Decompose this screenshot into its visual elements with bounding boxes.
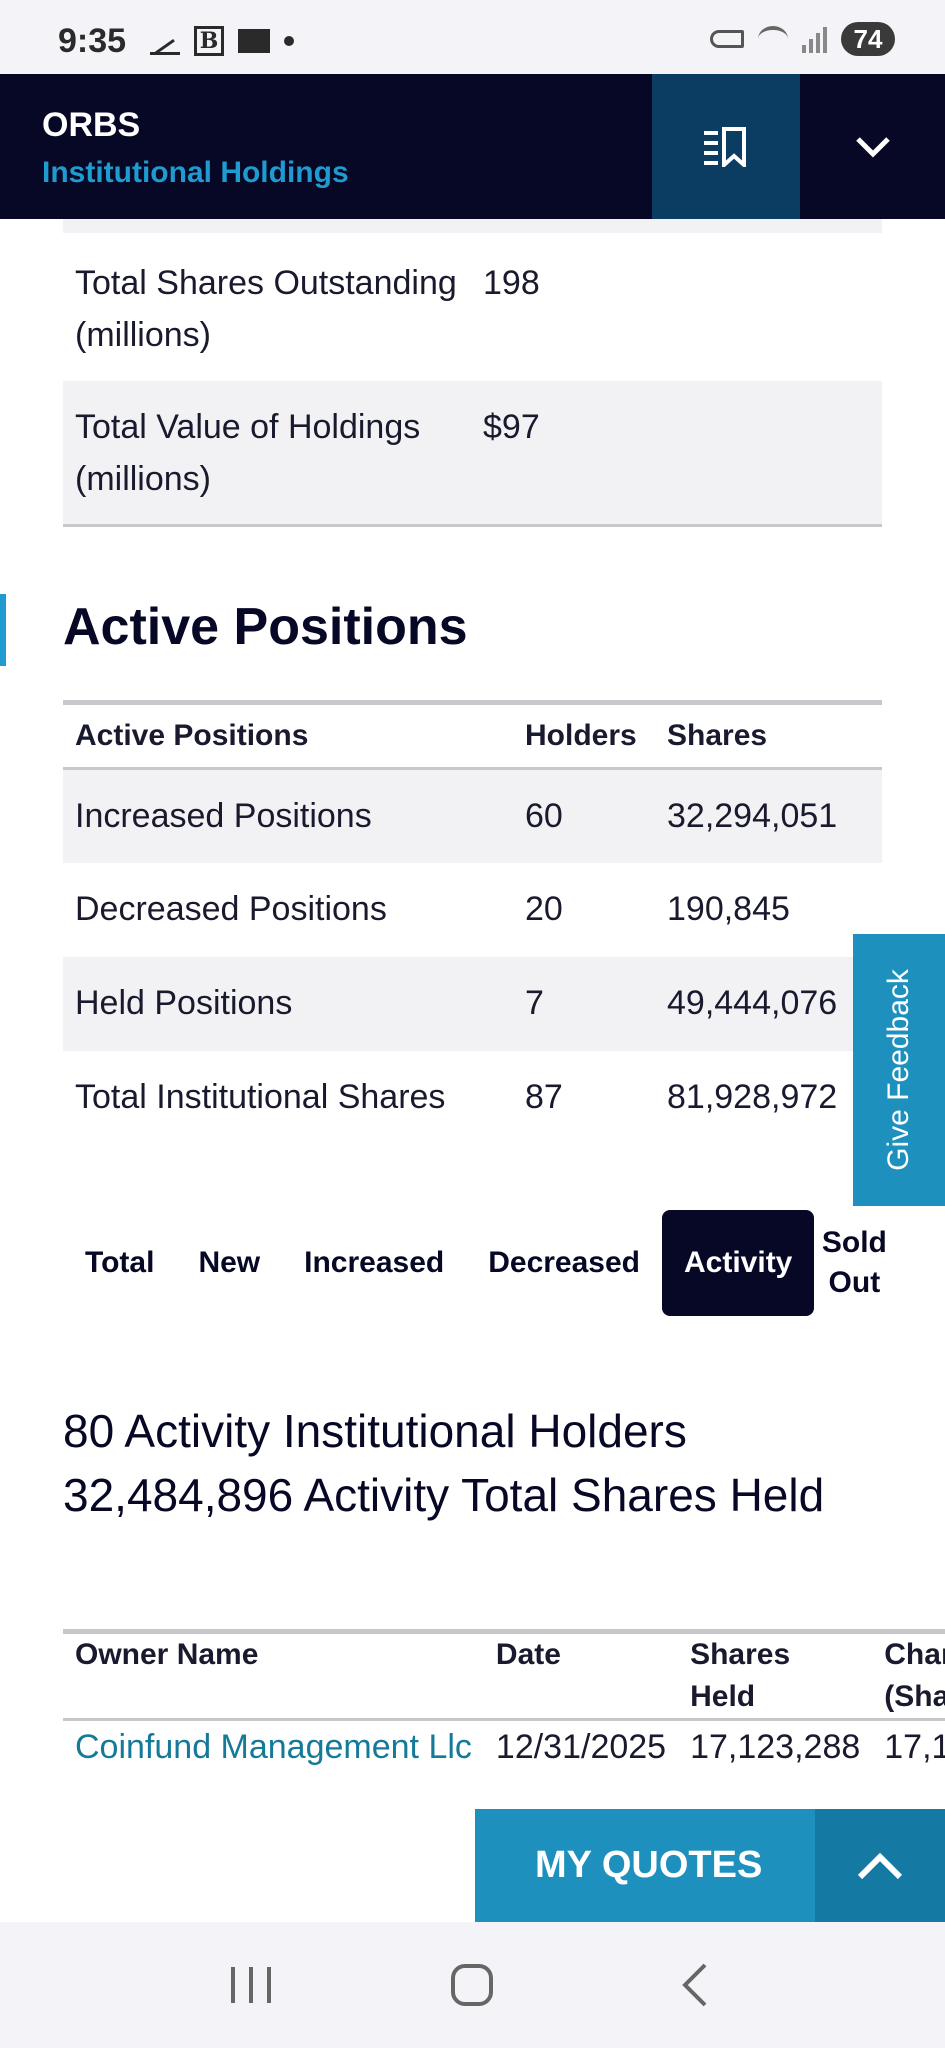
give-feedback-button[interactable]: Give Feedback [853, 934, 945, 1206]
holder-filter-tabs: Total New Increased Decreased Activity S… [63, 1210, 894, 1316]
table-row: Increased Positions 60 32,294,051 [63, 768, 882, 863]
summary-value: $97 [483, 408, 540, 446]
watchlist-bookmark-icon [704, 126, 746, 167]
tab-total[interactable]: Total [85, 1246, 155, 1279]
position-label: Held Positions [63, 956, 513, 1051]
column-header[interactable]: Date [483, 1631, 679, 1721]
position-label: Total Institutional Shares [75, 1078, 446, 1116]
notification-icons: B [150, 26, 294, 56]
back-icon [682, 1963, 707, 2007]
column-header: Holders [513, 702, 655, 770]
battery-indicator: 74 [841, 22, 895, 56]
column-header: Active Positions [63, 702, 513, 770]
position-shares: 49,444,076 [655, 956, 882, 1051]
table-header-row: Owner Name Date Shares Held Change (Shar… [63, 1631, 945, 1721]
position-label: Decreased Positions [75, 890, 387, 928]
app-header: ORBS Institutional Holdings [0, 74, 945, 219]
tab-sold-out[interactable]: Sold Out [821, 1226, 887, 1299]
my-quotes-label: MY QUOTES [535, 1844, 763, 1886]
vpn-key-icon [710, 30, 744, 48]
scroll-content[interactable]: Total Shares Outstanding (millions) 198 … [0, 219, 945, 1921]
feedback-label: Give Feedback [882, 969, 915, 1171]
table-row: Total Institutional Shares 87 81,928,972 [63, 1051, 882, 1145]
b-app-icon: B [194, 26, 224, 56]
position-shares: 81,928,972 [667, 1078, 838, 1116]
recent-apps-button[interactable] [216, 1950, 286, 2020]
table-header-row: Active Positions Holders Shares [63, 702, 882, 770]
recent-apps-icon [230, 1967, 271, 2003]
column-header[interactable]: Owner Name [63, 1631, 484, 1721]
tab-increased[interactable]: Increased [304, 1246, 445, 1279]
tab-new[interactable]: New [198, 1246, 261, 1279]
more-notifications-icon [284, 36, 294, 46]
shares-held: 17,123,288 [690, 1728, 861, 1766]
status-bar: 9:35 B 74 [0, 0, 945, 74]
quotes-expand-button[interactable] [815, 1809, 945, 1922]
column-header[interactable]: Shares Held [678, 1631, 873, 1721]
signal-icon [802, 25, 827, 53]
chevron-up-icon [857, 1852, 903, 1879]
activity-summary: 80 Activity Institutional Holders 32,484… [63, 1405, 825, 1521]
position-holders: 20 [525, 890, 563, 928]
summary-label: Total Shares Outstanding (millions) [75, 264, 457, 354]
summary-row-value-holdings: Total Value of Holdings (millions) $97 [63, 381, 882, 527]
table-row: Decreased Positions 20 190,845 [63, 863, 882, 957]
mail-icon [238, 29, 270, 53]
position-label: Increased Positions [63, 768, 513, 863]
position-shares: 32,294,051 [655, 768, 882, 863]
tab-decreased[interactable]: Decreased [488, 1246, 640, 1279]
shares-change: 17,123,288 [884, 1728, 945, 1766]
owner-name-link[interactable]: Coinfund Management Llc [75, 1728, 472, 1766]
summary-value: 198 [483, 264, 540, 302]
home-icon [451, 1964, 494, 2006]
my-quotes-bar[interactable]: MY QUOTES [475, 1809, 945, 1922]
page-subtitle: Institutional Holdings [42, 156, 349, 189]
back-button[interactable] [659, 1950, 729, 2020]
table-row: Held Positions 7 49,444,076 [63, 956, 882, 1051]
active-positions-table: Active Positions Holders Shares Increase… [63, 700, 882, 1145]
holding-date: 12/31/2025 [495, 1728, 667, 1766]
column-header: Shares [655, 702, 882, 770]
position-holders: 7 [513, 956, 655, 1051]
section-marker [0, 594, 6, 666]
summary-label: Total Value of Holdings (millions) [75, 408, 421, 498]
wifi-icon [758, 26, 788, 52]
tab-activity[interactable]: Activity [662, 1210, 815, 1316]
position-holders: 60 [513, 768, 655, 863]
position-holders: 87 [525, 1078, 563, 1116]
system-nav-bar [0, 1922, 945, 2048]
position-shares: 190,845 [667, 890, 790, 928]
system-icons: 74 [710, 22, 895, 56]
stocks-notification-icon [150, 27, 180, 55]
menu-dropdown-button[interactable] [800, 74, 945, 219]
table-row: Coinfund Management Llc 12/31/2025 17,12… [63, 1720, 945, 1814]
summary-row-shares-outstanding: Total Shares Outstanding (millions) 198 [63, 257, 882, 361]
watchlist-button[interactable] [652, 74, 800, 219]
section-title: Active Positions [63, 598, 468, 656]
status-time: 9:35 [58, 22, 127, 60]
column-header[interactable]: Change (Shares) [872, 1631, 945, 1721]
holders-table: Owner Name Date Shares Held Change (Shar… [63, 1629, 945, 1814]
summary-row-cut [63, 219, 882, 239]
ticker-symbol: ORBS [42, 106, 141, 144]
home-button[interactable] [437, 1950, 507, 2020]
chevron-down-icon [855, 136, 890, 158]
